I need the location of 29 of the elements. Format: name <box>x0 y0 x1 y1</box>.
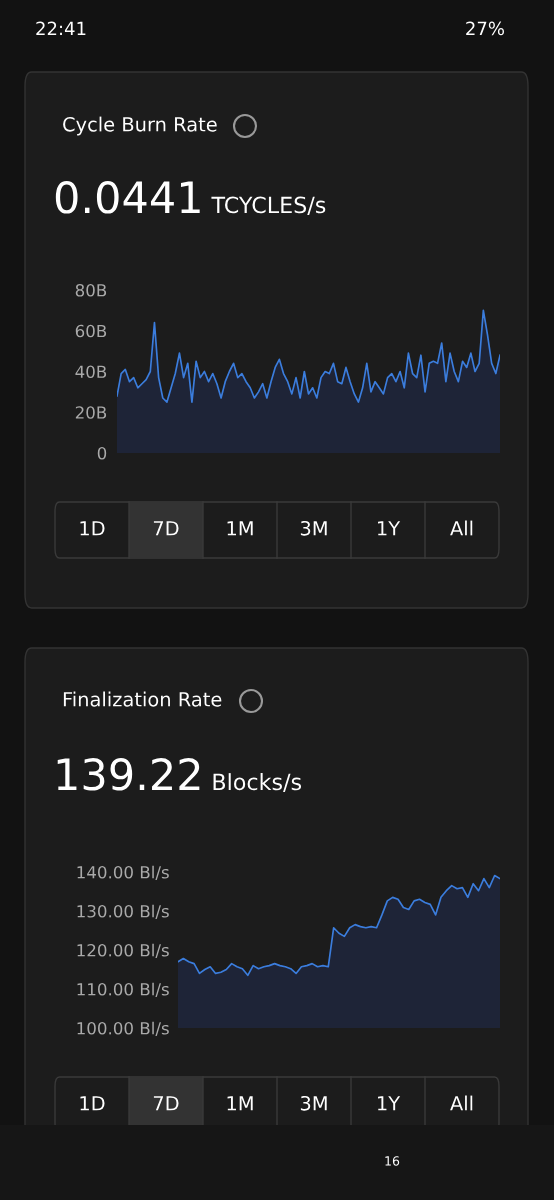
text: 1Y <box>378 1096 401 1111</box>
text: 1D <box>80 521 105 536</box>
y-tick-label: 100.00 Bl/s <box>77 1021 169 1036</box>
text: 1M <box>227 1096 253 1111</box>
text: 16 <box>385 1156 400 1166</box>
chart-title: Finalization Rate <box>63 691 222 707</box>
y-tick-label: 140.00 Bl/s <box>77 865 169 880</box>
text: 27% <box>466 21 504 36</box>
y-tick-label: 40B <box>75 365 107 379</box>
text: 3M <box>300 1095 327 1111</box>
text: 7D <box>153 1096 179 1111</box>
y-tick-label: 130.00 Bl/s <box>77 904 169 919</box>
chart-title: Cycle Burn Rate <box>63 116 217 136</box>
text: 3M <box>300 520 327 536</box>
text: All <box>450 1095 473 1111</box>
y-tick-label: 80B <box>75 283 107 297</box>
y-tick-label: 60B <box>75 324 107 338</box>
text: 7D <box>153 521 179 536</box>
y-tick-label: 20B <box>75 406 107 419</box>
chart-subtitle: 139.22 Blocks/s <box>57 758 302 793</box>
y-tick-label: 120.00 Bl/s <box>77 943 169 958</box>
text: All <box>450 520 473 536</box>
chart-subtitle: 0.0441 TCYCLES/s <box>55 181 326 216</box>
text: 1M <box>227 521 253 536</box>
text: 1D <box>80 1096 105 1111</box>
y-tick-label: 0 <box>97 446 107 460</box>
y-tick-label: 110.00 Bl/s <box>77 982 169 997</box>
text: 1Y <box>378 521 401 536</box>
text: 22:41 <box>36 21 86 35</box>
